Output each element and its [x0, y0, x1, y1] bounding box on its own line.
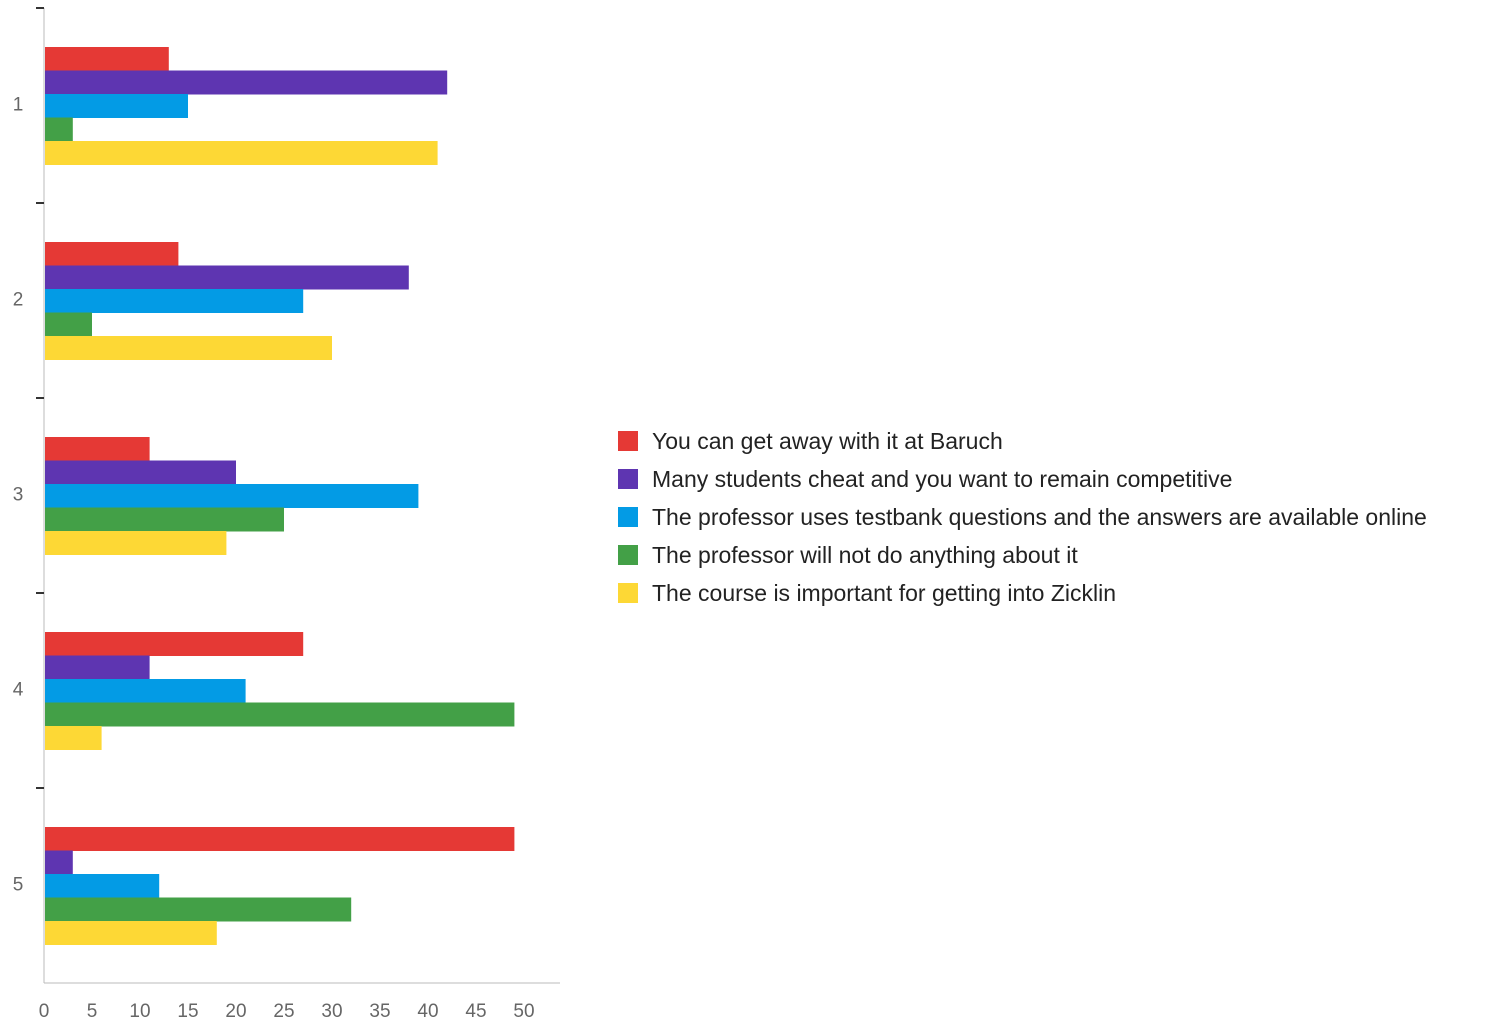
x-tick-label: 30 — [321, 1001, 342, 1022]
bar — [45, 265, 409, 290]
bar — [45, 655, 150, 680]
y-tick-label: 5 — [13, 875, 24, 896]
bar — [45, 679, 246, 703]
bar — [45, 141, 438, 165]
bars-group — [45, 47, 515, 945]
legend-swatch — [618, 431, 638, 451]
x-tick-label: 10 — [129, 1001, 150, 1022]
x-tick-label: 35 — [369, 1001, 390, 1022]
bar — [45, 827, 515, 851]
bar — [45, 850, 73, 875]
legend-item: The course is important for getting into… — [618, 574, 1427, 612]
bar — [45, 312, 92, 337]
x-tick-label: 5 — [87, 1001, 98, 1022]
x-axis-ticks: 0 5 10 15 20 25 30 35 40 45 50 — [39, 1001, 535, 1022]
x-tick-label: 15 — [177, 1001, 198, 1022]
bar — [45, 507, 284, 532]
bar — [45, 726, 102, 750]
legend-label: The course is important for getting into… — [652, 579, 1117, 606]
y-tick-label: 2 — [13, 290, 24, 311]
legend-swatch — [618, 507, 638, 527]
bar — [45, 47, 169, 71]
bar — [45, 921, 217, 945]
bar — [45, 94, 188, 118]
bar — [45, 289, 304, 313]
legend-swatch — [618, 545, 638, 565]
legend-label: The professor uses testbank questions an… — [652, 503, 1427, 530]
bar — [45, 437, 150, 461]
legend-item: The professor will not do anything about… — [618, 536, 1427, 574]
legend: You can get away with it at Baruch Many s… — [618, 422, 1427, 612]
legend-label: Many students cheat and you want to rema… — [652, 465, 1233, 492]
bar — [45, 460, 236, 485]
y-axis-ticks: 1 2 3 4 5 — [13, 7, 44, 896]
bar — [45, 874, 160, 898]
bar — [45, 336, 332, 360]
legend-item: Many students cheat and you want to rema… — [618, 460, 1427, 498]
bar — [45, 531, 227, 555]
bar — [45, 70, 448, 95]
legend-label: You can get away with it at Baruch — [652, 427, 1003, 454]
bar — [45, 897, 352, 922]
bar — [45, 242, 179, 266]
x-tick-label: 45 — [465, 1001, 486, 1022]
y-tick-label: 3 — [13, 485, 24, 506]
legend-label: The professor will not do anything about… — [652, 541, 1078, 568]
x-tick-label: 20 — [225, 1001, 246, 1022]
bar — [45, 117, 73, 142]
y-tick-label: 4 — [13, 680, 24, 701]
x-tick-label: 25 — [273, 1001, 294, 1022]
legend-item: You can get away with it at Baruch — [618, 422, 1427, 460]
bar — [45, 632, 304, 656]
bar — [45, 484, 419, 508]
legend-swatch — [618, 469, 638, 489]
x-tick-label: 0 — [39, 1001, 50, 1022]
x-tick-label: 40 — [417, 1001, 438, 1022]
x-tick-label: 50 — [513, 1001, 534, 1022]
y-tick-label: 1 — [13, 95, 24, 116]
bar — [45, 702, 515, 727]
legend-swatch — [618, 583, 638, 603]
legend-item: The professor uses testbank questions an… — [618, 498, 1427, 536]
